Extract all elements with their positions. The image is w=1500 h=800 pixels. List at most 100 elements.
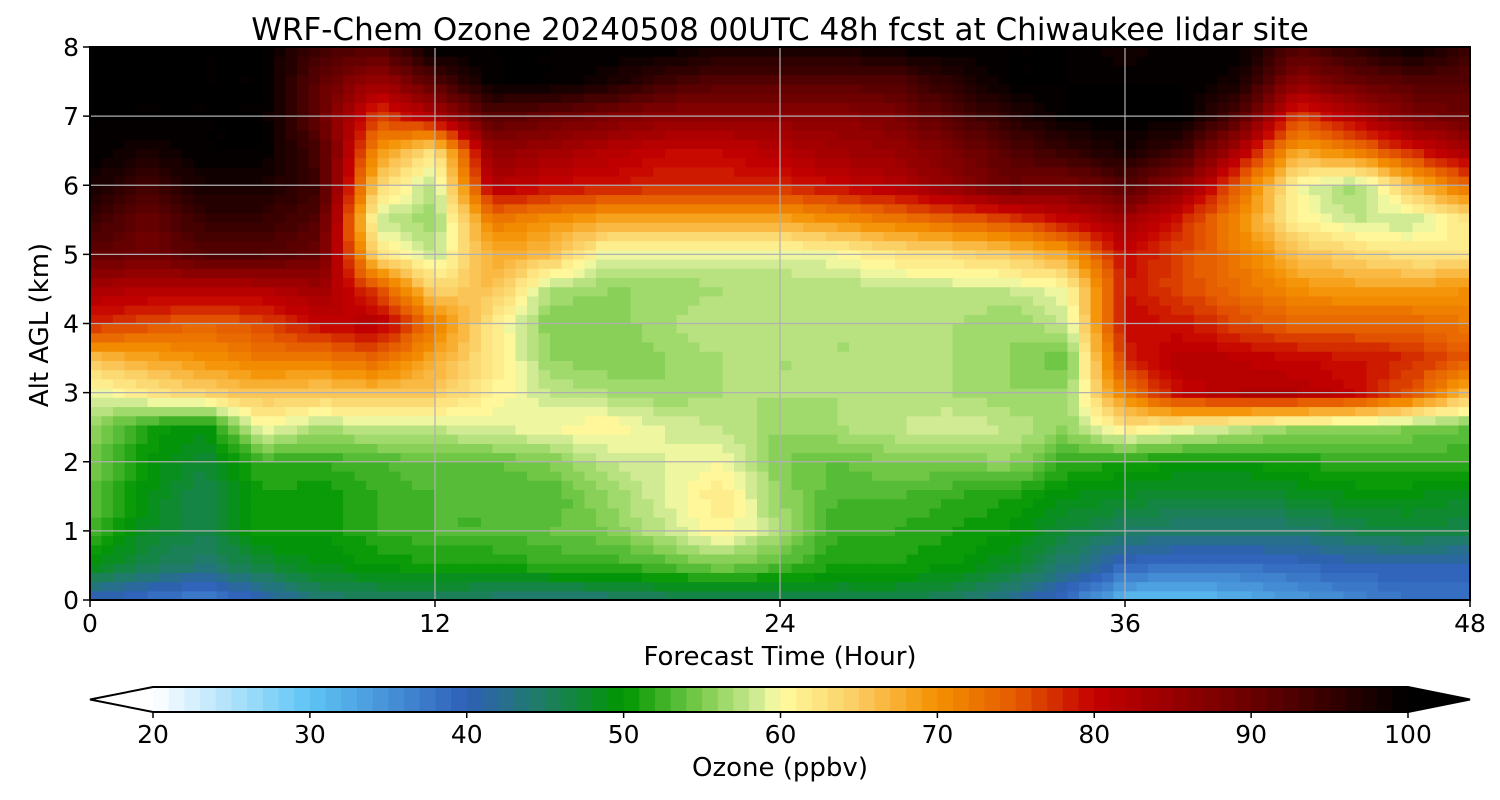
heatmap-cell [561, 286, 574, 297]
heatmap-cell [274, 295, 287, 306]
heatmap-cell [458, 240, 471, 251]
heatmap-cell [1010, 489, 1023, 500]
heatmap-cell [665, 424, 678, 435]
heatmap-cell [642, 378, 655, 389]
heatmap-cell [1182, 470, 1195, 481]
heatmap-cell [1320, 461, 1333, 472]
heatmap-cell [826, 258, 839, 269]
heatmap-cell [423, 406, 436, 417]
heatmap-cell [1332, 258, 1345, 269]
heatmap-cell [297, 590, 310, 601]
heatmap-cell [377, 240, 390, 251]
heatmap-cell [653, 572, 666, 583]
heatmap-cell [1286, 480, 1299, 490]
heatmap-cell [665, 434, 678, 444]
heatmap-cell [883, 240, 896, 251]
heatmap-cell [895, 332, 908, 343]
heatmap-cell [1458, 397, 1471, 408]
heatmap-cell [619, 563, 632, 573]
heatmap-cell [1033, 305, 1046, 315]
heatmap-cell [538, 295, 551, 306]
heatmap-cell [1297, 341, 1310, 352]
heatmap-cell [619, 258, 632, 269]
heatmap-cell [377, 553, 390, 564]
heatmap-cell [481, 517, 494, 527]
heatmap-cell [193, 212, 206, 223]
heatmap-cell [320, 517, 333, 527]
heatmap-cell [895, 323, 908, 334]
heatmap-cell [1435, 415, 1448, 426]
heatmap-cell [331, 369, 344, 380]
heatmap-cell [929, 341, 942, 352]
heatmap-cell [1079, 434, 1092, 444]
heatmap-cell [1033, 360, 1046, 371]
heatmap-cell [711, 369, 724, 380]
heatmap-cell [952, 415, 965, 426]
heatmap-cell [952, 268, 965, 279]
heatmap-cell [1378, 314, 1391, 325]
heatmap-cell [791, 397, 804, 408]
heatmap-cell [113, 286, 126, 297]
heatmap-cell [1447, 461, 1460, 472]
heatmap-cell [1320, 360, 1333, 371]
heatmap-cell [1067, 517, 1080, 527]
heatmap-cell [262, 489, 275, 500]
heatmap-cell [320, 258, 333, 269]
heatmap-cell [987, 480, 1000, 490]
heatmap-cell [929, 314, 942, 325]
heatmap-cell [251, 424, 264, 435]
heatmap-cell [975, 461, 988, 472]
heatmap-cell [1044, 572, 1057, 583]
heatmap-cell [711, 240, 724, 251]
heatmap-cell [849, 360, 862, 371]
heatmap-cell [699, 240, 712, 251]
heatmap-cell [906, 563, 919, 573]
heatmap-cell [1286, 507, 1299, 518]
heatmap-cell [1079, 397, 1092, 408]
heatmap-cell [1447, 378, 1460, 389]
heatmap-cell [1355, 535, 1368, 546]
heatmap-cell [1010, 406, 1023, 417]
heatmap-cell [1044, 553, 1057, 564]
heatmap-cell [481, 489, 494, 500]
heatmap-cell [1286, 314, 1299, 325]
heatmap-cell [998, 452, 1011, 463]
heatmap-cell [1389, 553, 1402, 564]
heatmap-cell [205, 507, 218, 518]
heatmap-cell [182, 563, 195, 573]
heatmap-cell [1447, 277, 1460, 288]
heatmap-cell [1159, 535, 1172, 546]
heatmap-cell [1044, 360, 1057, 371]
heatmap-cell [1366, 424, 1379, 435]
heatmap-cell [1343, 461, 1356, 472]
heatmap-cell [343, 360, 356, 371]
heatmap-cell [400, 231, 413, 242]
heatmap-cell [837, 212, 850, 223]
heatmap-cell [1412, 424, 1425, 435]
heatmap-cell [1401, 378, 1414, 389]
heatmap-cell [1079, 240, 1092, 251]
heatmap-cell [711, 406, 724, 417]
heatmap-cell [504, 581, 517, 592]
heatmap-cell [987, 341, 1000, 352]
heatmap-cell [964, 277, 977, 288]
heatmap-cell [964, 314, 977, 325]
heatmap-cell [1366, 461, 1379, 472]
heatmap-cell [1401, 277, 1414, 288]
heatmap-cell [975, 489, 988, 500]
heatmap-cell [745, 314, 758, 325]
heatmap-cell [998, 406, 1011, 417]
heatmap-cell [550, 295, 563, 306]
heatmap-cell [688, 268, 701, 279]
heatmap-cell [527, 498, 540, 509]
heatmap-cell [1194, 369, 1207, 380]
heatmap-cell [699, 443, 712, 454]
heatmap-cell [366, 295, 379, 306]
heatmap-cell [458, 295, 471, 306]
heatmap-cell [1102, 258, 1115, 269]
heatmap-cell [1343, 590, 1356, 601]
heatmap-cell [941, 212, 954, 223]
heatmap-cell [515, 212, 528, 223]
heatmap-cell [711, 452, 724, 463]
heatmap-cell [412, 489, 425, 500]
